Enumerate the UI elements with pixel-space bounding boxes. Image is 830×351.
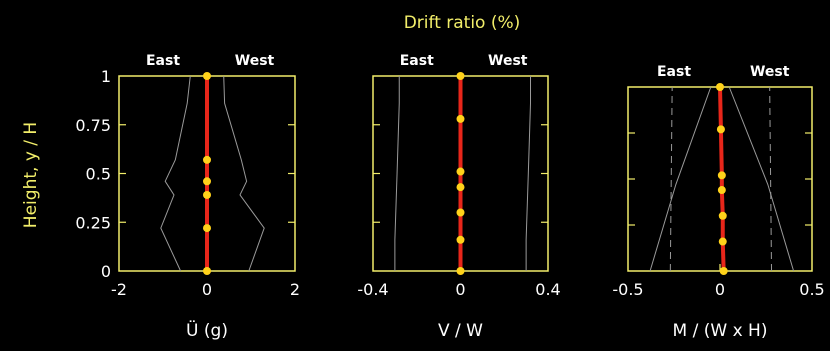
west-label: West xyxy=(235,53,275,69)
x-axis-label: M / (W x H) xyxy=(673,321,768,341)
east-label: East xyxy=(146,53,180,69)
floor-marker xyxy=(203,267,211,275)
envelope-line xyxy=(525,76,531,271)
floor-marker xyxy=(718,237,727,246)
floor-marker xyxy=(716,83,724,91)
floor-marker xyxy=(456,167,465,176)
panels: 00.250.50.751-2 0 2Ü (g)East West-0.4 0 0.4V … xyxy=(75,53,824,341)
floor-marker xyxy=(456,183,465,192)
x-axis-label: V / W xyxy=(438,321,483,341)
x-tick-label: 2 xyxy=(290,280,300,299)
floor-marker xyxy=(456,114,465,123)
x-tick-label: 0.5 xyxy=(799,280,824,299)
envelope-line xyxy=(669,86,673,272)
floor-marker xyxy=(203,155,211,164)
floor-marker xyxy=(203,177,211,186)
floor-marker xyxy=(719,267,728,275)
floor-marker xyxy=(456,72,465,80)
envelope-line xyxy=(649,86,712,272)
floor-marker xyxy=(456,208,465,217)
floor-marker xyxy=(203,72,211,80)
east-label: East xyxy=(400,53,434,69)
floor-marker xyxy=(456,267,465,275)
floor-marker xyxy=(203,190,211,199)
x-tick-label: 0.4 xyxy=(535,280,560,299)
floor-marker xyxy=(203,224,211,233)
y-axis-label: Height, y / H xyxy=(21,122,41,228)
envelope-line xyxy=(160,75,191,272)
floor-marker xyxy=(717,186,726,195)
x-axis-label: Ü (g) xyxy=(186,319,228,341)
panel-1: 00.250.50.751-2 0 2Ü (g)East West xyxy=(75,53,300,341)
panel-2: -0.4 0 0.4 V / W East West xyxy=(357,53,560,341)
x-tick-label: 0 xyxy=(202,280,212,299)
floor-marker xyxy=(716,125,725,134)
floor-marker xyxy=(717,171,726,180)
envelope-line xyxy=(394,76,400,271)
panel-3: -0.5 0 0.5 M / (W x H) East West xyxy=(612,64,824,341)
figure-title: Drift ratio (%) xyxy=(404,13,521,33)
y-tick-label: 1 xyxy=(101,67,111,86)
floor-marker xyxy=(456,235,465,244)
y-tick-label: 0.75 xyxy=(75,116,111,135)
x-tick-label: -0.5 xyxy=(612,280,643,299)
east-label: East xyxy=(657,64,691,80)
x-tick-label: 0 xyxy=(715,280,725,299)
west-label: West xyxy=(488,53,528,69)
y-tick-label: 0.25 xyxy=(75,213,111,232)
west-label: West xyxy=(750,64,790,80)
x-tick-label: -0.4 xyxy=(357,280,388,299)
envelope-line xyxy=(223,75,265,272)
floor-marker xyxy=(718,211,727,220)
x-tick-label: 0 xyxy=(455,280,465,299)
envelope-line xyxy=(769,86,773,272)
y-tick-label: 0.5 xyxy=(86,165,111,184)
y-tick-label: 0 xyxy=(101,262,111,281)
envelope-line xyxy=(728,86,795,272)
x-tick-label: -2 xyxy=(111,280,127,299)
